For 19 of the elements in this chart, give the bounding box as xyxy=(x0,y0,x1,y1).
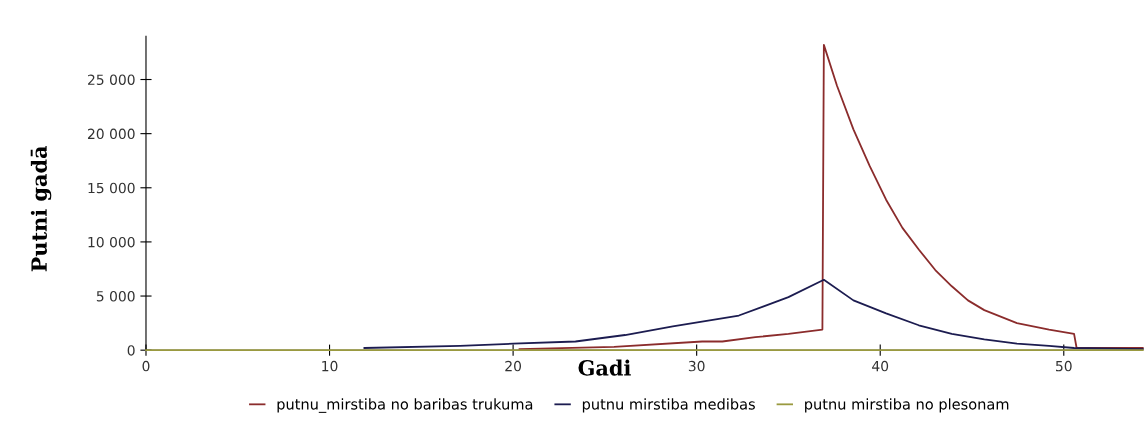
x-tick-label: 30 xyxy=(688,360,705,372)
legend-label: putnu mirstiba medibas xyxy=(582,398,755,413)
line-series xyxy=(518,43,1144,350)
y-tick-label: 20 000 xyxy=(87,128,135,140)
y-tick-label: 15 000 xyxy=(88,182,135,194)
legend-label: putnu_mirstiba no baribas trukuma xyxy=(277,398,533,413)
y-tick-label: 25 000 xyxy=(87,74,135,85)
x-tick-label: 0 xyxy=(142,360,150,372)
x-axis-title: Gadi xyxy=(578,359,631,376)
line-series xyxy=(363,278,1144,350)
x-tick-label: 40 xyxy=(872,360,889,372)
legend-label: putnu mirstiba no plesonam xyxy=(805,398,1009,413)
x-tick-label: 10 xyxy=(322,360,338,372)
x-tick-label: 20 xyxy=(505,360,522,372)
y-tick-label: 0 xyxy=(127,345,135,356)
y-tick-label: 5 000 xyxy=(96,291,135,302)
x-tick-label: 50 xyxy=(1056,360,1072,372)
y-tick-label: 10 000 xyxy=(88,236,135,248)
y-axis-title: Putni gadā xyxy=(30,145,52,272)
